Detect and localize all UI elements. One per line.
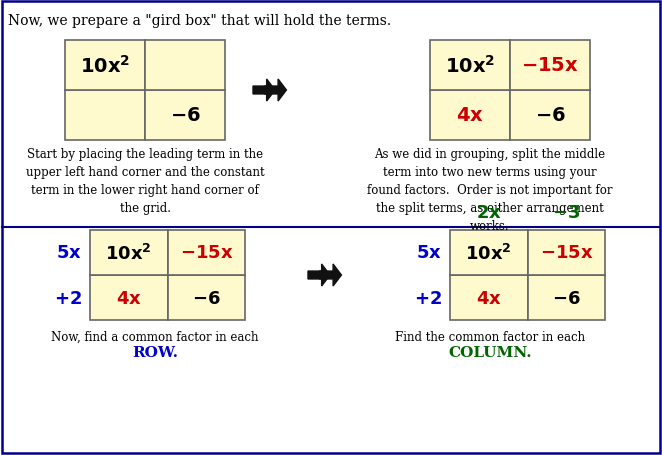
Text: $\mathbf{10x^2}$: $\mathbf{10x^2}$	[105, 243, 152, 263]
Text: $\mathbf{4x}$: $\mathbf{4x}$	[456, 107, 484, 125]
Text: Now, we prepare a "gird box" that will hold the terms.: Now, we prepare a "gird box" that will h…	[8, 14, 391, 28]
Text: ROW.: ROW.	[132, 345, 178, 359]
Text: $\mathbf{-15x}$: $\mathbf{-15x}$	[540, 244, 593, 262]
Text: COLUMN.: COLUMN.	[448, 345, 532, 359]
Text: Now, find a common factor in each: Now, find a common factor in each	[51, 330, 259, 343]
Text: $\mathbf{4x}$: $\mathbf{4x}$	[476, 289, 502, 307]
Text: $\mathbf{-15x}$: $\mathbf{-15x}$	[179, 244, 233, 262]
Text: $\mathbf{-3}$: $\mathbf{-3}$	[552, 203, 581, 222]
Text: $\mathbf{5x}$: $\mathbf{5x}$	[56, 244, 82, 262]
Text: $\mathbf{-6}$: $\mathbf{-6}$	[552, 289, 581, 307]
Bar	[528, 231, 605, 275]
Text: As we did in grouping, split the middle
term into two new terms using your
found: As we did in grouping, split the middle …	[367, 148, 613, 233]
Bar	[510, 91, 590, 141]
Bar	[145, 91, 225, 141]
Bar	[450, 275, 528, 320]
Text: $\mathbf{5x}$: $\mathbf{5x}$	[416, 244, 442, 262]
Polygon shape	[264, 80, 287, 102]
Polygon shape	[308, 264, 330, 286]
Text: $\mathbf{+2}$: $\mathbf{+2}$	[54, 289, 82, 307]
Bar	[145, 41, 225, 91]
Text: $\mathbf{+2}$: $\mathbf{+2}$	[414, 289, 442, 307]
Bar	[430, 41, 510, 91]
Bar	[65, 91, 145, 141]
Bar	[65, 41, 145, 91]
Text: $\mathbf{2x}$: $\mathbf{2x}$	[476, 203, 502, 222]
Bar	[510, 41, 590, 91]
Text: $\mathbf{-6}$: $\mathbf{-6}$	[534, 107, 565, 125]
Text: $\mathbf{-6}$: $\mathbf{-6}$	[169, 107, 201, 125]
Text: $\mathbf{4x}$: $\mathbf{4x}$	[116, 289, 142, 307]
Polygon shape	[320, 264, 342, 286]
Bar	[450, 231, 528, 275]
Text: $\mathbf{-15x}$: $\mathbf{-15x}$	[521, 57, 579, 75]
Polygon shape	[253, 80, 275, 102]
Text: Start by placing the leading term in the
upper left hand corner and the constant: Start by placing the leading term in the…	[26, 148, 264, 214]
Bar	[90, 275, 167, 320]
Bar	[430, 91, 510, 141]
Text: $\mathbf{10x^2}$: $\mathbf{10x^2}$	[445, 55, 495, 77]
Text: Find the common factor in each: Find the common factor in each	[395, 330, 585, 343]
Bar	[167, 275, 245, 320]
Text: $\mathbf{10x^2}$: $\mathbf{10x^2}$	[465, 243, 512, 263]
Text: $\mathbf{10x^2}$: $\mathbf{10x^2}$	[80, 55, 130, 77]
Text: $\mathbf{-6}$: $\mathbf{-6}$	[192, 289, 220, 307]
Bar	[90, 231, 167, 275]
Bar	[528, 275, 605, 320]
Bar	[167, 231, 245, 275]
